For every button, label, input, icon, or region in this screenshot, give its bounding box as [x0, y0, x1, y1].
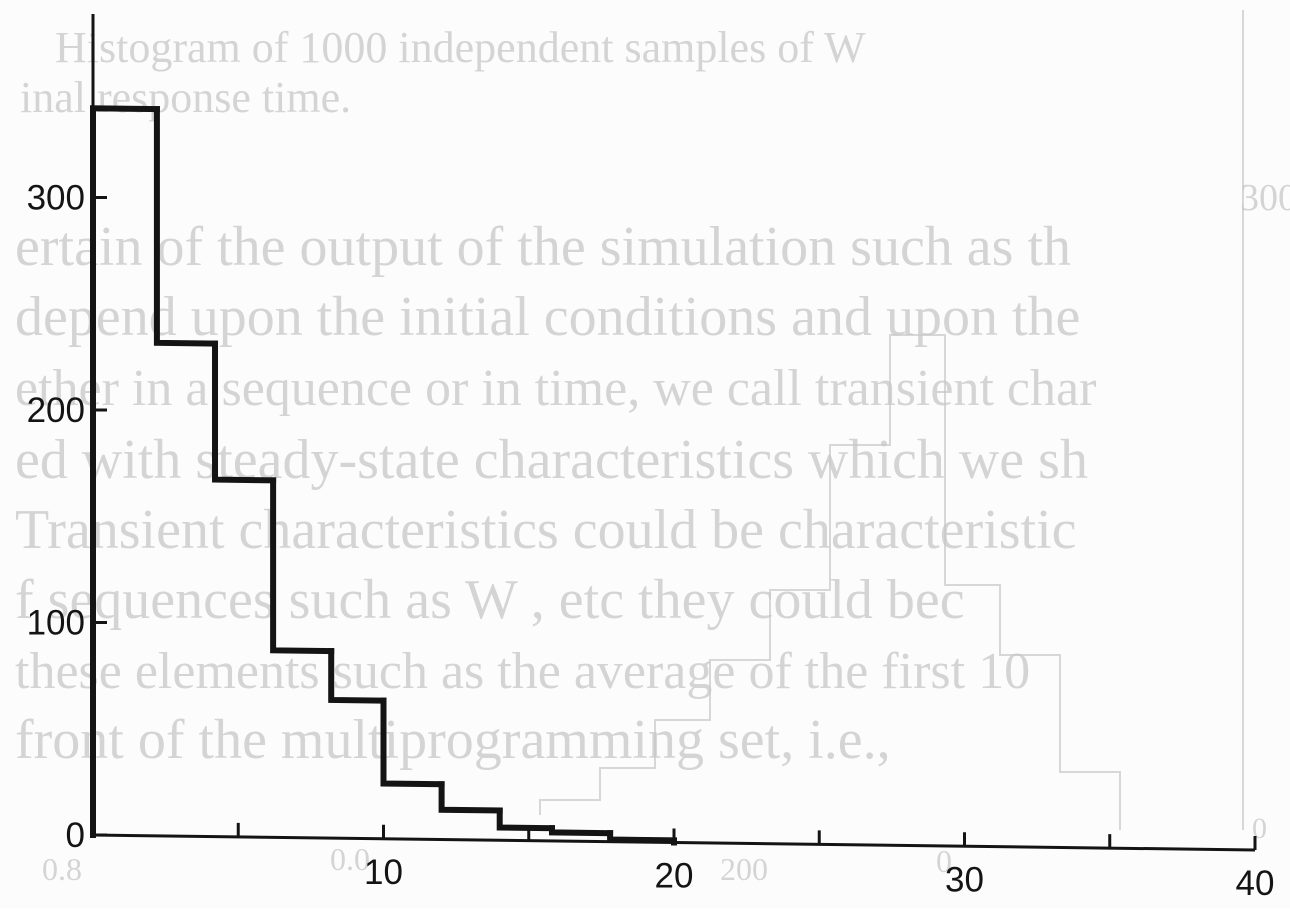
histogram-bar [607, 830, 677, 846]
bleed-through-layer: Histogram of 1000 independent samples of… [15, 10, 1290, 887]
bleed-line: these elements such as the average of th… [15, 643, 1030, 700]
y-tick-label-200: 200 [27, 391, 85, 430]
bleed-line: ether in a sequence or in time, we call … [15, 360, 1096, 417]
x-tick-label-40: 40 [1236, 864, 1275, 903]
bleed-fragment: 300 [1240, 177, 1290, 219]
histogram-bar [328, 648, 387, 704]
histogram-bar [548, 825, 614, 837]
histogram-bar [438, 781, 503, 814]
bleed-histogram-outline [539, 10, 1244, 830]
bleed-line: ertain of the output of the simulation s… [15, 216, 1071, 278]
y-tick-label-100: 100 [27, 604, 85, 643]
bleed-line: inal response time. [20, 73, 351, 122]
bleed-fragment: 200 [720, 851, 768, 887]
x-tick-label-30: 30 [945, 860, 984, 899]
histogram-bar [212, 340, 277, 484]
x-axis-tick-labels: 10 20 30 40 [364, 853, 1274, 903]
y-tick-label-0: 0 [66, 816, 85, 855]
histogram-bar [153, 106, 219, 347]
bleed-line: depend upon the initial conditions and u… [15, 286, 1080, 348]
bleed-fragment: 0.0 [330, 841, 370, 877]
bleed-line: front of the multiprogramming set, i.e., [15, 709, 891, 771]
x-axis-ticks [91, 821, 1257, 850]
y-tick-label-300: 300 [27, 179, 85, 218]
histogram-bar [380, 697, 445, 788]
histogram-bar [90, 105, 160, 838]
bleed-fragment: 0 [936, 843, 952, 879]
bleed-fragment: 0.8 [42, 851, 82, 887]
bleed-line: Histogram of 1000 independent samples of… [55, 23, 866, 72]
bleed-line: f sequences such as W , etc they could b… [15, 569, 965, 631]
histogram-bar [270, 477, 335, 655]
bleed-line: ed with steady-state characteristics whi… [15, 429, 1088, 491]
y-axis-tick-labels: 0 100 200 300 [27, 179, 85, 856]
bleed-line: Transient characteristics could be chara… [15, 499, 1076, 561]
x-tick-label-20: 20 [655, 857, 694, 896]
histogram-bars [90, 105, 677, 846]
x-tick-label-10: 10 [364, 853, 403, 892]
histogram-bar [496, 807, 556, 832]
